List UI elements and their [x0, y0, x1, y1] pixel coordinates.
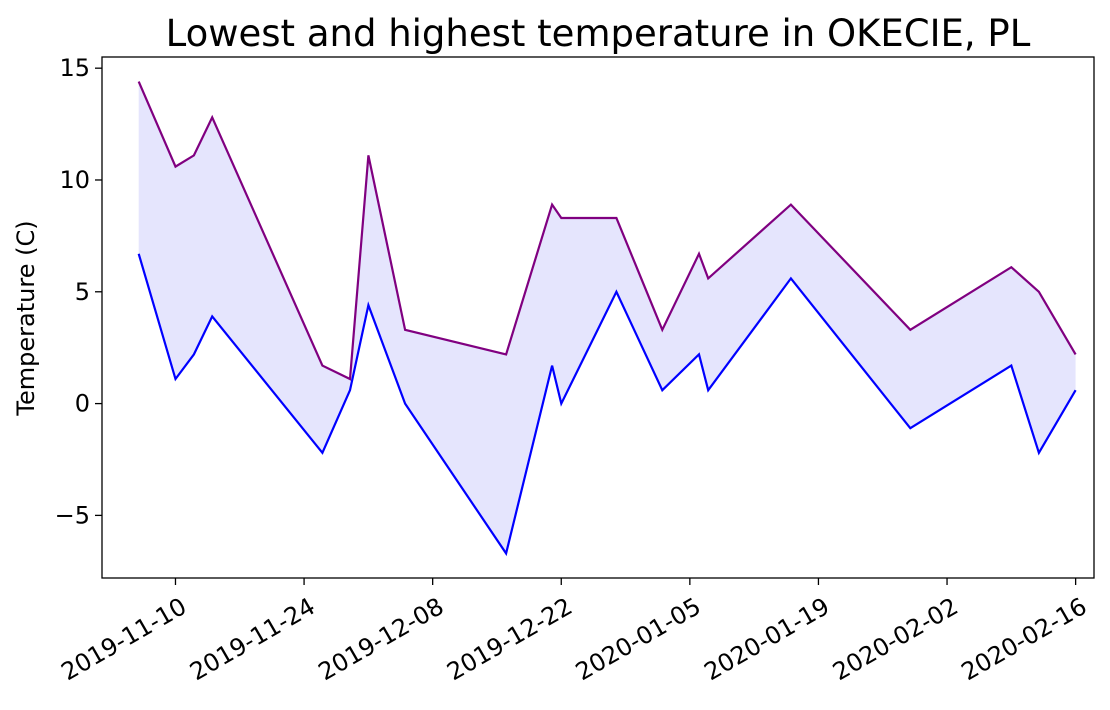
x-tick-label: 2020-01-05: [571, 592, 706, 686]
y-tick-label: −5: [55, 501, 90, 529]
x-tick-label: 2019-12-22: [442, 592, 577, 686]
plot-frame: [101, 56, 1095, 579]
x-tick-label: 2019-12-08: [314, 592, 449, 686]
x-tick-label: 2020-01-19: [699, 592, 834, 686]
temperature-range-fill: [138, 81, 1076, 554]
y-tick-label: 5: [75, 278, 90, 306]
lowest-temperature-line: [137, 253, 1077, 557]
x-axis: 2019-11-102019-11-242019-12-082019-12-22…: [56, 578, 1091, 686]
y-axis-label: Temperature (C): [12, 220, 40, 416]
y-axis: −5 0 5 10 15: [55, 54, 102, 529]
x-tick-label: 2020-02-02: [828, 592, 963, 686]
chart-title: Lowest and highest temperature in OKECIE…: [166, 12, 1031, 55]
x-tick-label: 2019-11-10: [56, 592, 191, 686]
y-tick-label: 10: [59, 166, 90, 194]
x-tick-label: 2019-11-24: [185, 592, 320, 686]
highest-temperature-line: [137, 81, 1077, 381]
y-tick-label: 0: [75, 390, 90, 418]
x-tick-label: 2020-02-16: [957, 592, 1092, 686]
y-tick-label: 15: [59, 54, 90, 82]
